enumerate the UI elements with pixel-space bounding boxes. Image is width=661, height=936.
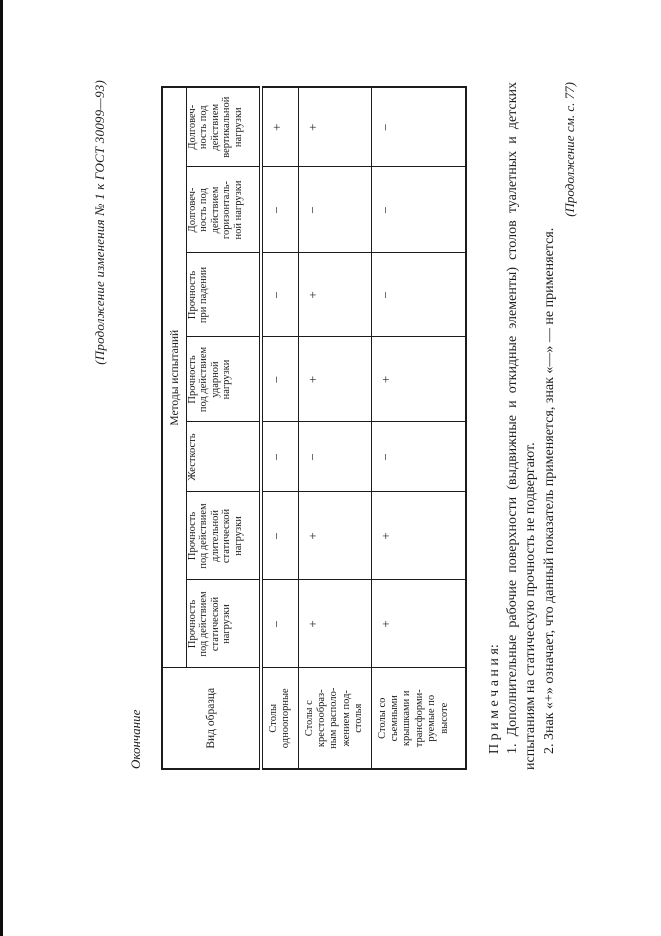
result-cell: − (261, 422, 298, 492)
table-row-cross-base-tables: Столы с крестообраз- ным располо- жением… (298, 86, 371, 769)
result-cell: + (371, 492, 466, 580)
test-methods-table: Вид образца Методы испытаний Прочность п… (161, 85, 467, 770)
document-continuation-header: (Продолжение изменения № 1 к ГОСТ 30099—… (92, 80, 107, 365)
note-item-1: 1. Дополнительные рабочие поверхности (в… (505, 82, 539, 770)
result-cell: − (371, 253, 466, 337)
result-cell: + (298, 337, 371, 422)
method-column-header-horizontal-durability: Долговеч- ность под действием горизонтал… (186, 167, 261, 253)
result-cell: − (371, 167, 466, 253)
result-cell: − (261, 167, 298, 253)
result-cell: + (298, 253, 371, 337)
method-column-header-stiffness: Жесткость (186, 422, 261, 492)
method-column-header-impact-load: Прочность под действием ударной нагрузки (186, 337, 261, 422)
notes-title: П р и м е ч а н и я: (487, 644, 502, 754)
method-column-header-drop-strength: Прочность при падении (186, 253, 261, 337)
column-group-header-test-methods: Методы испытаний (162, 86, 187, 668)
method-column-header-long-static-load: Прочность под действием длительной стати… (186, 492, 261, 580)
result-cell: + (371, 580, 466, 668)
result-cell: + (371, 337, 466, 422)
table-row-single-support-tables: Столы одноопорные − − − − − − + (261, 86, 298, 769)
result-cell: + (298, 492, 371, 580)
result-cell: + (298, 86, 371, 167)
method-column-header-static-load: Прочность под действием статической нагр… (186, 580, 261, 668)
specimen-row-label: Столы одноопорные (261, 668, 298, 769)
result-cell: − (298, 422, 371, 492)
table-row-removable-top-tables: Столы со съемными крышками и трансформи-… (371, 86, 466, 769)
result-cell: − (298, 167, 371, 253)
result-cell: − (261, 492, 298, 580)
continuation-see-page-footer: (Продолжение см. с. 77) (562, 82, 577, 217)
result-cell: − (261, 337, 298, 422)
result-cell: − (261, 253, 298, 337)
result-cell: − (371, 86, 466, 167)
specimen-row-label: Столы с крестообраз- ным располо- жением… (298, 668, 371, 769)
table-ending-label: Окончание (128, 709, 143, 769)
result-cell: − (371, 422, 466, 492)
scan-edge-artifact (0, 0, 3, 936)
notes-section: П р и м е ч а н и я: 1. Дополнительные р… (486, 82, 559, 770)
column-header-specimen-type: Вид образца (162, 668, 261, 769)
specimen-row-label: Столы со съемными крышками и трансформи-… (371, 668, 466, 769)
result-cell: + (298, 580, 371, 668)
method-column-header-vertical-durability: Долговеч- ность под действием вертикальн… (186, 86, 261, 167)
result-cell: − (261, 580, 298, 668)
result-cell: + (261, 86, 298, 167)
note-item-2: 2. Знак «+» означает, что данный показат… (541, 227, 557, 754)
